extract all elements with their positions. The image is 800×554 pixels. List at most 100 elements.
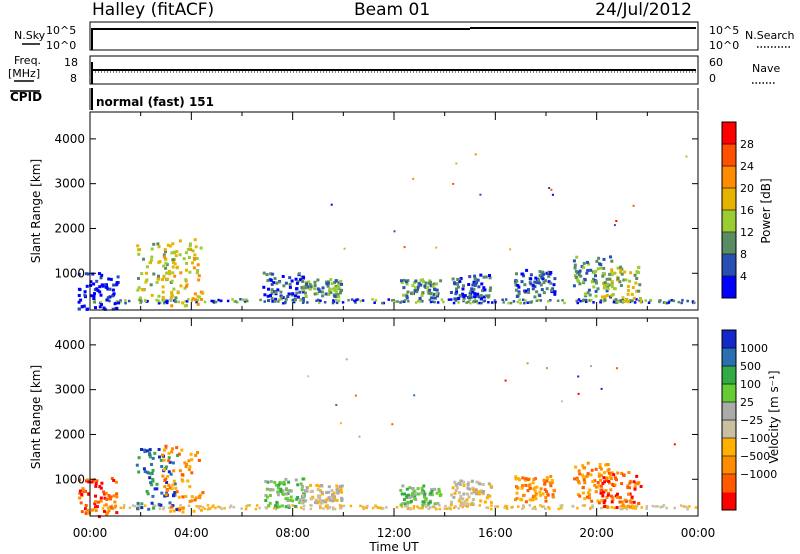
cpid-label: CPID [10,90,42,104]
power-echo-cell [599,266,603,270]
power-echo-cell [83,290,87,294]
power-isolated-cell [455,162,458,165]
vel-ground-cell [310,504,313,507]
power-echo-cell [303,291,307,295]
vel-echo-cell [420,491,424,495]
power-echo-cell [484,294,488,298]
vel-echo-cell [167,451,171,455]
velocity-colorbar-segment [722,330,736,349]
vel-echo-cell [267,504,271,508]
vel-echo-cell [433,487,437,491]
power-echo-cell [602,266,606,270]
vel-ground-cell [486,506,490,509]
power-echo-cell [197,274,201,278]
vel-echo-cell [164,444,168,448]
vel-echo-cell [325,491,329,495]
vel-echo-cell [405,494,409,498]
vel-ground-cell [133,504,137,508]
power-echo-cell [608,272,612,276]
vel-echo-cell [593,479,597,483]
power-echo-cell [179,284,183,288]
power-ground-cell [371,298,374,301]
vel-ground-cell [101,507,105,510]
vel-echo-cell [613,483,617,487]
vel-ground-cell [302,507,305,511]
vel-ground-cell [435,508,438,511]
power-echo-cell [339,291,342,295]
power-echo-cell [619,265,623,269]
power-echo-cell [626,288,630,292]
power-ground-cell [579,299,582,303]
vel-echo-cell [151,469,155,472]
vel-echo-cell [151,479,155,483]
vel-echo-cell [185,462,189,466]
vel-echo-cell [461,502,464,506]
vel-ground-cell [632,505,636,508]
vel-echo-cell [335,498,339,502]
vel-ground-cell [517,505,520,508]
power-echo-cell [307,280,311,284]
vel-echo-cell [295,497,299,501]
power-echo-cell [537,278,540,282]
power-ground-cell [491,301,494,304]
power-echo-cell [533,285,537,289]
vel-ground-cell [197,507,201,510]
vel-echo-cell [171,461,175,465]
power-ground-cell [390,299,394,302]
power-echo-cell [145,278,149,282]
vel-ground-cell [591,506,595,509]
power-ground-cell [163,301,166,305]
vel-echo-cell [264,480,268,483]
vel-isolated-cell [339,422,342,425]
vel-echo-cell [628,481,632,485]
time-tick-label: 16:00 [478,526,513,540]
power-echo-cell [637,289,641,293]
power-echo-cell [476,292,480,296]
velocity-colorbar-segment [722,438,736,457]
power-echo-cell [164,266,168,270]
power-echo-cell [337,281,341,285]
vel-echo-cell [149,472,153,476]
power-echo-cell [553,290,557,294]
vel-echo-cell [282,480,286,484]
vel-echo-cell [524,483,528,487]
power-echo-cell [599,263,603,267]
vel-echo-cell [406,500,410,504]
power-echo-cell [432,282,436,286]
velocity-colorbar-tick-label: 25 [740,396,754,409]
power-echo-cell [435,292,439,296]
vel-echo-cell [422,502,426,506]
power-echo-cell [529,282,533,286]
power-echo-cell [137,286,141,290]
power-ground-cell [619,300,623,303]
power-ground-cell [93,301,96,304]
power-ground-cell [588,299,591,302]
power-ground-cell [108,299,111,303]
power-echo-cell [313,287,317,291]
power-echo-cell [586,268,590,272]
velocity-colorbar-tick-label: −500 [740,450,770,463]
vel-ground-cell [544,507,547,510]
power-ground-cell [157,302,161,305]
power-echo-cell [413,289,417,293]
vel-ground-cell [533,505,536,509]
nsearch-tick-bottom: 10^0 [709,39,739,52]
power-echo-cell [101,284,105,288]
power-echo-cell [189,248,193,252]
vel-echo-cell [635,474,639,478]
vel-echo-cell [143,448,146,452]
power-echo-cell [452,281,456,285]
power-echo-cell [405,296,409,300]
power-echo-cell [98,305,102,309]
vel-echo-cell [430,493,434,497]
power-ground-cell [421,300,424,303]
power-echo-cell [419,278,423,282]
power-echo-cell [404,280,408,284]
vel-echo-cell [609,488,613,492]
vel-ground-cell [661,505,664,508]
power-ground-cell [528,301,532,304]
power-echo-cell [531,287,535,291]
power-ground-cell [306,301,309,304]
vel-echo-cell [623,498,627,502]
